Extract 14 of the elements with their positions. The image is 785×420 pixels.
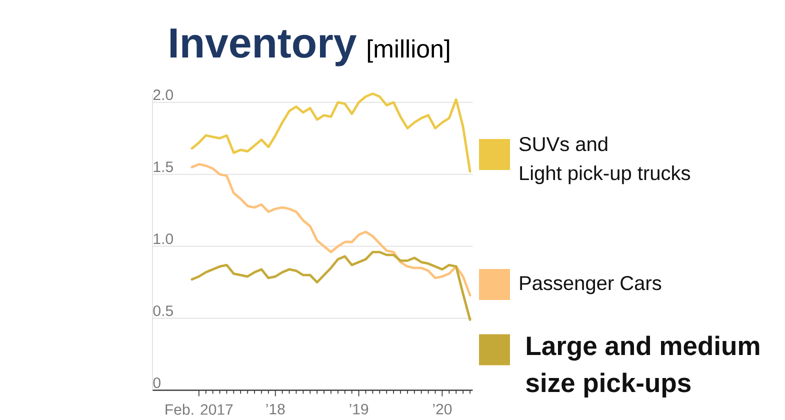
x-tick-label: Feb. 2017 — [166, 404, 233, 415]
chart-title: Inventory — [170, 28, 357, 66]
legend-label: SUVs and Light pick-up trucks — [519, 136, 690, 184]
chart-subtitle: [million] — [368, 39, 450, 63]
legend-label: Passenger Cars — [520, 276, 662, 294]
x-tick-label: ’19 — [350, 404, 368, 414]
y-tick-label: 1.5 — [154, 162, 173, 172]
y-tick-label: 0 — [153, 377, 160, 388]
x-tick-label: ’18 — [266, 404, 285, 414]
y-tick-label: 2.0 — [153, 90, 173, 100]
y-tick-label: 1.0 — [154, 233, 173, 244]
y-tick-label: 0.5 — [153, 305, 173, 316]
x-tick-label: ’20 — [433, 404, 452, 414]
legend-label: Large and medium size pick-ups — [526, 336, 760, 398]
